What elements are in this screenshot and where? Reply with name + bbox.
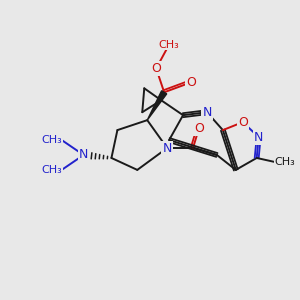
- Text: N: N: [202, 106, 212, 119]
- Text: CH₃: CH₃: [41, 165, 62, 175]
- Text: N: N: [163, 142, 172, 154]
- Text: O: O: [238, 116, 248, 129]
- Polygon shape: [147, 91, 167, 120]
- Text: CH₃: CH₃: [41, 135, 62, 145]
- Text: CH₃: CH₃: [274, 157, 296, 167]
- Text: O: O: [151, 62, 161, 75]
- Text: O: O: [186, 76, 196, 89]
- Text: CH₃: CH₃: [159, 40, 179, 50]
- Text: N: N: [79, 148, 88, 161]
- Text: O: O: [194, 122, 204, 135]
- Text: N: N: [254, 130, 263, 144]
